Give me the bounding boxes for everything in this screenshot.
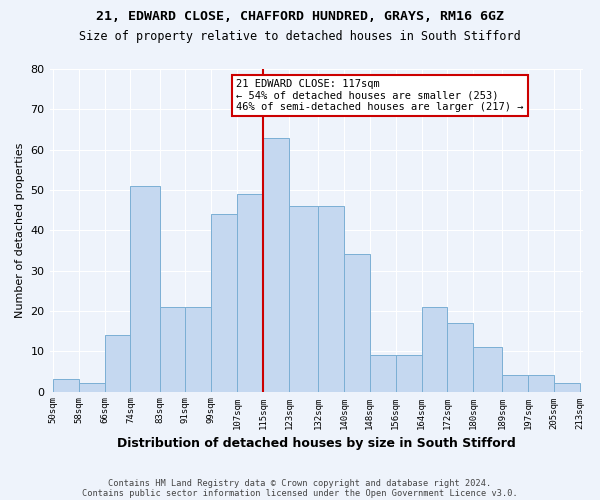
Bar — [344, 254, 370, 392]
Y-axis label: Number of detached properties: Number of detached properties — [15, 142, 25, 318]
Bar — [130, 186, 160, 392]
Bar — [529, 376, 554, 392]
Bar — [289, 206, 318, 392]
Bar — [79, 384, 104, 392]
Bar — [211, 214, 237, 392]
Bar — [185, 307, 211, 392]
Text: 21 EDWARD CLOSE: 117sqm
← 54% of detached houses are smaller (253)
46% of semi-d: 21 EDWARD CLOSE: 117sqm ← 54% of detache… — [236, 78, 524, 112]
Text: Contains HM Land Registry data © Crown copyright and database right 2024.: Contains HM Land Registry data © Crown c… — [109, 478, 491, 488]
Bar — [502, 376, 529, 392]
Bar — [104, 335, 130, 392]
Bar — [237, 194, 263, 392]
Bar — [473, 347, 502, 392]
Bar — [318, 206, 344, 392]
Bar — [370, 356, 395, 392]
Bar — [53, 380, 79, 392]
Bar — [448, 323, 473, 392]
Text: Size of property relative to detached houses in South Stifford: Size of property relative to detached ho… — [79, 30, 521, 43]
Bar — [554, 384, 580, 392]
Text: Contains public sector information licensed under the Open Government Licence v3: Contains public sector information licen… — [82, 488, 518, 498]
Bar — [160, 307, 185, 392]
Bar — [395, 356, 422, 392]
Bar — [422, 307, 448, 392]
Text: 21, EDWARD CLOSE, CHAFFORD HUNDRED, GRAYS, RM16 6GZ: 21, EDWARD CLOSE, CHAFFORD HUNDRED, GRAY… — [96, 10, 504, 23]
Bar — [263, 138, 289, 392]
X-axis label: Distribution of detached houses by size in South Stifford: Distribution of detached houses by size … — [117, 437, 516, 450]
